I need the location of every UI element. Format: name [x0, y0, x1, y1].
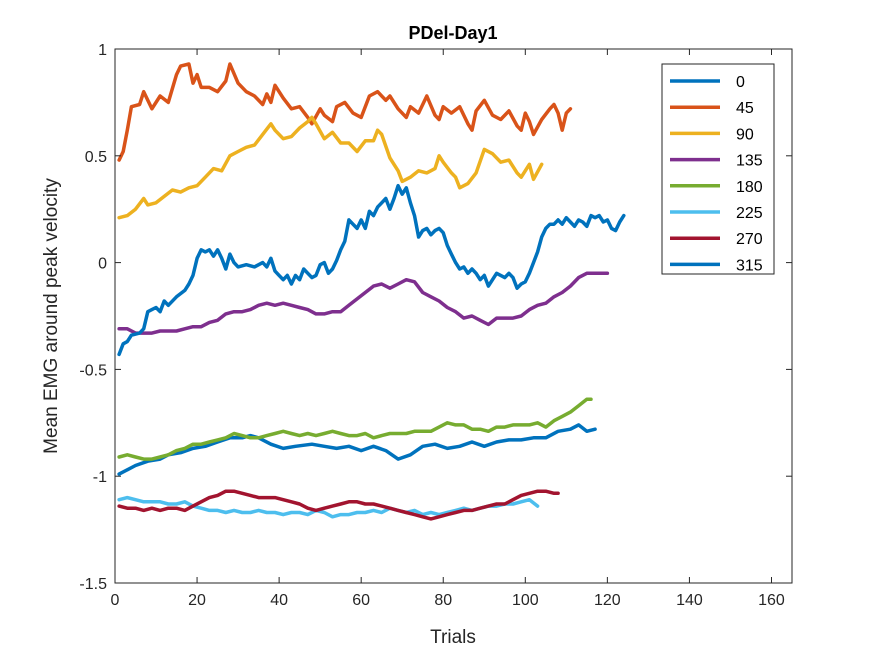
- x-tick-label: 100: [512, 592, 539, 609]
- axes-box: [114, 48, 793, 584]
- x-tick-label: 0: [111, 592, 120, 609]
- y-tick-label: -1: [93, 469, 107, 486]
- x-tick-label: 140: [676, 592, 703, 609]
- legend-label-180: 180: [736, 179, 763, 196]
- legend-label-0: 0: [736, 74, 745, 91]
- y-tick-label: 0.5: [85, 149, 107, 166]
- x-tick-label: 80: [434, 592, 452, 609]
- series-line-180: [117, 397, 593, 461]
- y-ticks: -1.5 -1 -0.5 0 0.5 1: [79, 42, 792, 593]
- x-ticks: 0 20 40 60 80 100 120 140 160: [111, 49, 785, 609]
- x-tick-label: 20: [188, 592, 206, 609]
- y-tick-label: -0.5: [79, 362, 107, 379]
- x-tick-label: 60: [352, 592, 370, 609]
- x-tick-label: 160: [758, 592, 785, 609]
- axes-layer: [114, 48, 793, 584]
- series-line-0: [117, 423, 597, 476]
- y-axis-label: Mean EMG around peak velocity: [41, 178, 62, 454]
- series-layer: [117, 62, 626, 521]
- legend-label-315: 315: [736, 257, 763, 274]
- legend-label-225: 225: [736, 205, 763, 222]
- y-tick-label: 0: [98, 256, 107, 273]
- series-line-135: [117, 271, 610, 335]
- series-line-45: [117, 62, 573, 162]
- legend: 0 45 90 135 180 225 270 315: [661, 63, 775, 275]
- legend-label-45: 45: [736, 100, 754, 117]
- legend-label-135: 135: [736, 153, 763, 170]
- series-line-90: [117, 115, 544, 220]
- x-tick-label: 120: [594, 592, 621, 609]
- series-line-270: [117, 489, 560, 521]
- legend-label-90: 90: [736, 126, 754, 143]
- y-tick-label: -1.5: [79, 576, 107, 593]
- chart-title: PDel-Day1: [408, 23, 497, 43]
- legend-label-270: 270: [736, 231, 763, 248]
- x-tick-label: 40: [270, 592, 288, 609]
- x-axis-label: Trials: [430, 627, 476, 648]
- series-line-315: [117, 183, 626, 357]
- y-tick-label: 1: [98, 42, 107, 59]
